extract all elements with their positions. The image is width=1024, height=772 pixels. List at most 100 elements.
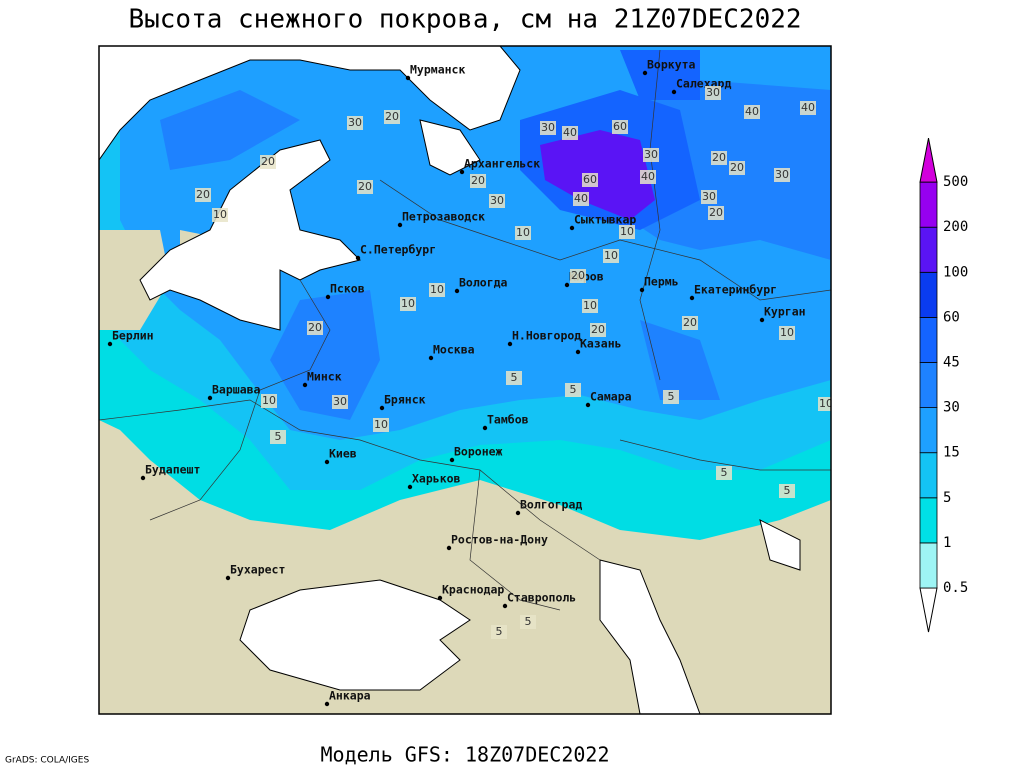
model-footer: Модель GFS: 18Z07DEC2022	[321, 743, 610, 767]
contour-label-box	[540, 121, 556, 135]
city-label: Берлин	[112, 329, 154, 343]
city-dot	[689, 295, 695, 301]
contour-label-box	[612, 120, 628, 134]
colorbar-segment	[919, 407, 938, 454]
city-dot	[642, 70, 648, 76]
contour-label: 10	[430, 283, 444, 296]
land-nosnow	[99, 230, 831, 714]
contour-label-box	[565, 383, 581, 397]
contour-label-box	[270, 430, 286, 444]
city-layer: Мурманск Архангельск Петрозаводск С.Петербу…	[107, 58, 806, 707]
city-label: Псков	[330, 282, 365, 296]
contour-label-box	[603, 249, 619, 263]
city-dot	[225, 575, 231, 581]
contour-label-box	[701, 190, 717, 204]
contour-label-box	[716, 466, 732, 480]
colorbar-label: 15	[943, 445, 960, 461]
contour-label-box	[619, 225, 635, 239]
contour-label-box	[779, 326, 795, 340]
contour-label: 5	[525, 615, 532, 628]
contour-label: 5	[668, 390, 675, 403]
colorbar-label: 45	[943, 355, 960, 371]
contour-label: 30	[541, 121, 555, 134]
contour-label: 20	[261, 155, 275, 168]
contour-label-box	[261, 394, 277, 408]
colorbar-segment	[919, 452, 938, 499]
city-label: Архангельск	[464, 157, 540, 171]
contour-label: 5	[496, 625, 503, 638]
colorbar-label: 200	[943, 219, 968, 235]
contour-label-box	[562, 126, 578, 140]
city-dot	[355, 255, 361, 261]
city-dot	[446, 545, 452, 551]
colorbar-segment	[919, 497, 938, 544]
contour-label: 20	[571, 269, 585, 282]
city-label: Пермь	[644, 275, 679, 289]
colorbar-segment	[919, 542, 938, 589]
contour-label-box	[307, 321, 323, 335]
contour-label-box	[818, 397, 831, 411]
city-dot	[324, 459, 330, 465]
contour-label-box	[643, 148, 659, 162]
contour-label-box	[347, 116, 363, 130]
city-dot	[564, 282, 570, 288]
contour-label: 5	[784, 484, 791, 497]
city-dot	[325, 294, 331, 300]
city-dot	[759, 317, 765, 323]
city-label: Краснодар	[442, 583, 504, 597]
contour-label-box	[520, 615, 536, 629]
contour-label-box	[195, 188, 211, 202]
contour-label-box	[711, 151, 727, 165]
colorbar-label: 0.5	[943, 580, 968, 596]
contour-label: 10	[620, 225, 634, 238]
city-label: Вологда	[459, 276, 508, 290]
city-dot	[507, 341, 513, 347]
city-dot	[428, 355, 434, 361]
contour-label: 10	[262, 394, 276, 407]
city-dot	[107, 341, 113, 347]
city-dot	[569, 225, 575, 231]
contour-label-box	[515, 226, 531, 240]
contour-label: 30	[333, 395, 347, 408]
contour-label: 10	[401, 297, 415, 310]
contour-label-box	[582, 299, 598, 313]
city-label: Ставрополь	[507, 591, 576, 605]
city-label: Самара	[590, 390, 632, 404]
contour-label-box	[470, 174, 486, 188]
city-dot	[449, 457, 455, 463]
city-dot	[482, 425, 488, 431]
contour-label: 60	[583, 173, 597, 186]
map-frame	[98, 45, 832, 715]
city-label: Варшава	[212, 383, 261, 397]
city-label: Мурманск	[410, 63, 465, 77]
city-dot	[140, 475, 146, 481]
city-label: Анкара	[329, 689, 371, 703]
contour-label: 20	[709, 206, 723, 219]
city-label: Казань	[580, 337, 622, 351]
contour-label: 30	[702, 190, 716, 203]
contour-label: 40	[801, 101, 815, 114]
city-dot	[459, 169, 465, 175]
contour-label: 40	[641, 170, 655, 183]
city-label: Минск	[307, 370, 342, 384]
city-label: Салехард	[676, 77, 731, 91]
city-label: Бухарест	[230, 563, 285, 577]
colorbar-label: 30	[943, 400, 960, 416]
contour-label-box	[384, 110, 400, 124]
contour-label-box	[332, 395, 348, 409]
contour-label: 40	[563, 126, 577, 139]
city-dot	[302, 382, 308, 388]
contour-label-box	[590, 323, 606, 337]
contour-label: 5	[511, 371, 518, 384]
contour-label-box	[357, 180, 373, 194]
colorbar-segment	[919, 362, 938, 408]
city-label: Воронеж	[454, 445, 503, 459]
city-dot	[407, 484, 413, 490]
colorbar-label: 5	[943, 490, 951, 506]
colorbar-label: 1	[943, 535, 951, 551]
contour-label-box	[682, 316, 698, 330]
city-dot	[405, 75, 411, 81]
contour-label-box	[489, 194, 505, 208]
city-label: Сыктывкар	[574, 213, 636, 227]
city-dot	[454, 288, 460, 294]
